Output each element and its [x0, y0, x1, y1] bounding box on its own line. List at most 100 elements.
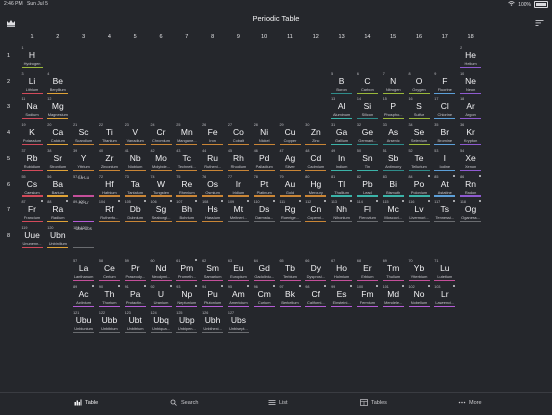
- element-cell[interactable]: 90 Th Thorium: [97, 284, 122, 308]
- element-cell[interactable]: 65 Tb Terbium: [278, 258, 303, 282]
- element-cell[interactable]: 41 Nb Niobium: [123, 148, 148, 172]
- element-cell[interactable]: 15 P Phospho...: [381, 96, 406, 120]
- tab-tables[interactable]: Tables: [360, 399, 387, 406]
- element-cell[interactable]: 101 Md Mendele...: [381, 284, 406, 308]
- element-cell[interactable]: 40 Zr Zirconium: [97, 148, 122, 172]
- tab-list[interactable]: List: [268, 399, 288, 406]
- element-cell[interactable]: 21 Sc Scandium: [71, 122, 96, 146]
- element-cell[interactable]: 88 Ra Radium: [45, 199, 70, 223]
- element-cell[interactable]: 8 O Oxygen: [407, 71, 432, 95]
- element-cell[interactable]: 93 Np Neptunium: [174, 284, 199, 308]
- element-cell[interactable]: 44 Ru Rutheni...: [200, 148, 225, 172]
- element-cell[interactable]: 120 Ubn Unbinilium: [45, 225, 70, 249]
- element-cell[interactable]: 10 Ne Neon: [458, 71, 483, 95]
- element-cell[interactable]: 35 Br Bromine: [432, 122, 457, 146]
- element-cell[interactable]: 59 Pr Praseody...: [123, 258, 148, 282]
- element-cell[interactable]: 64 Gd Gadoliniu...: [252, 258, 277, 282]
- element-cell[interactable]: 108 Hs Hassium: [200, 199, 225, 223]
- element-cell[interactable]: 68 Er Erbium: [355, 258, 380, 282]
- element-cell[interactable]: 111 Rg Roentge...: [278, 199, 303, 223]
- element-cell[interactable]: 109 Mt Meitneri...: [226, 199, 251, 223]
- element-cell[interactable]: 124 Ubq Unbiqua...: [149, 310, 174, 334]
- element-cell[interactable]: 89 Ac Actinium: [71, 284, 96, 308]
- element-cell[interactable]: 60 Nd Neodymi...: [149, 258, 174, 282]
- element-cell[interactable]: 110 Ds Darmsta...: [252, 199, 277, 223]
- element-cell[interactable]: 86 Rn Radon: [458, 174, 483, 198]
- element-cell[interactable]: 17 Cl Chlorine: [432, 96, 457, 120]
- element-cell[interactable]: 70 Yb Ytterbium: [407, 258, 432, 282]
- element-cell[interactable]: 51 Sb Antimony: [381, 148, 406, 172]
- element-cell[interactable]: 58 Ce Cerium: [97, 258, 122, 282]
- element-cell[interactable]: 78 Pt Platinum: [252, 174, 277, 198]
- element-cell[interactable]: 99 Es Einsteini...: [329, 284, 354, 308]
- element-cell[interactable]: 83 Bi Bismuth: [381, 174, 406, 198]
- tab-search[interactable]: Search: [170, 399, 198, 406]
- element-cell[interactable]: 79 Au Gold: [278, 174, 303, 198]
- element-cell[interactable]: 19 K Potassium: [20, 122, 45, 146]
- tab-table[interactable]: Table: [74, 399, 98, 406]
- element-cell[interactable]: 27 Co Cobalt: [226, 122, 251, 146]
- element-cell[interactable]: 9 F Fluorine: [432, 71, 457, 95]
- element-cell[interactable]: 61 Pm Prometh...: [174, 258, 199, 282]
- element-cell[interactable]: 73 Ta Tantalum: [123, 174, 148, 198]
- element-cell[interactable]: 121 Ubu Unbiunium: [71, 310, 96, 334]
- element-cell[interactable]: 30 Zn Zinc: [303, 122, 328, 146]
- element-cell[interactable]: 16 S Sulfur: [407, 96, 432, 120]
- element-cell[interactable]: 118 Og Oganess...: [458, 199, 483, 223]
- element-cell[interactable]: 18 Ar Argon: [458, 96, 483, 120]
- series-placeholder-cell[interactable]: 121-127 Ubu-Ubs: [71, 225, 96, 249]
- element-cell[interactable]: 113 Nh Nihonium: [329, 199, 354, 223]
- element-cell[interactable]: 54 Xe Xenon: [458, 148, 483, 172]
- element-cell[interactable]: 100 Fm Fermium: [355, 284, 380, 308]
- element-cell[interactable]: 23 V Vanadium: [123, 122, 148, 146]
- element-cell[interactable]: 106 Sg Seaborgi...: [149, 199, 174, 223]
- element-cell[interactable]: 6 C Carbon: [355, 71, 380, 95]
- element-cell[interactable]: 11 Na Sodium: [20, 96, 45, 120]
- element-cell[interactable]: 28 Ni Nickel: [252, 122, 277, 146]
- element-cell[interactable]: 46 Pd Palladium: [252, 148, 277, 172]
- element-cell[interactable]: 49 In Indium: [329, 148, 354, 172]
- series-placeholder-cell[interactable]: 89-103 Ac-Lr: [71, 199, 96, 223]
- element-cell[interactable]: 75 Re Rhenium: [174, 174, 199, 198]
- element-cell[interactable]: 92 U Uranium: [149, 284, 174, 308]
- element-cell[interactable]: 107 Bh Bohrium: [174, 199, 199, 223]
- element-cell[interactable]: 39 Y Yttrium: [71, 148, 96, 172]
- crown-icon[interactable]: [6, 14, 16, 27]
- element-cell[interactable]: 81 Tl Thallium: [329, 174, 354, 198]
- element-cell[interactable]: 94 Pu Plutonium: [200, 284, 225, 308]
- element-cell[interactable]: 97 Bk Berkelium: [278, 284, 303, 308]
- element-cell[interactable]: 29 Cu Copper: [278, 122, 303, 146]
- element-cell[interactable]: 3 Li Lithium: [20, 71, 45, 95]
- element-cell[interactable]: 2 He Helium: [458, 45, 483, 69]
- element-cell[interactable]: 50 Sn Tin: [355, 148, 380, 172]
- element-cell[interactable]: 48 Cd Cadmium: [303, 148, 328, 172]
- element-cell[interactable]: 98 Cf Californi...: [303, 284, 328, 308]
- element-cell[interactable]: 82 Pb Lead: [355, 174, 380, 198]
- series-placeholder-cell[interactable]: 57-71 La-Lu: [71, 174, 96, 198]
- element-cell[interactable]: 76 Os Osmium: [200, 174, 225, 198]
- element-cell[interactable]: 104 Rf Rutherfo...: [97, 199, 122, 223]
- element-cell[interactable]: 26 Fe Iron: [200, 122, 225, 146]
- element-cell[interactable]: 127 Ubs Unbisept...: [226, 310, 251, 334]
- element-cell[interactable]: 13 Al Aluminum: [329, 96, 354, 120]
- element-cell[interactable]: 56 Ba Barium: [45, 174, 70, 198]
- element-cell[interactable]: 91 Pa Protactin...: [123, 284, 148, 308]
- element-cell[interactable]: 115 Mc Moscovi...: [381, 199, 406, 223]
- element-cell[interactable]: 85 At Astatine: [432, 174, 457, 198]
- element-cell[interactable]: 20 Ca Calcium: [45, 122, 70, 146]
- element-cell[interactable]: 24 Cr Chromium: [149, 122, 174, 146]
- element-cell[interactable]: 1 H Hydrogen: [20, 45, 45, 69]
- element-cell[interactable]: 116 Lv Livermori...: [407, 199, 432, 223]
- element-cell[interactable]: 43 Tc Techneti...: [174, 148, 199, 172]
- element-cell[interactable]: 87 Fr Francium: [20, 199, 45, 223]
- element-cell[interactable]: 34 Se Selenium: [407, 122, 432, 146]
- element-cell[interactable]: 84 Po Polonium: [407, 174, 432, 198]
- element-cell[interactable]: 105 Db Dubnium: [123, 199, 148, 223]
- element-cell[interactable]: 31 Ga Gallium: [329, 122, 354, 146]
- element-cell[interactable]: 71 Lu Lutetium: [432, 258, 457, 282]
- element-cell[interactable]: 117 Ts Tennessi...: [432, 199, 457, 223]
- element-cell[interactable]: 47 Ag Silver: [278, 148, 303, 172]
- element-cell[interactable]: 103 Lr Lawrenci...: [432, 284, 457, 308]
- element-cell[interactable]: 12 Mg Magnesium: [45, 96, 70, 120]
- element-cell[interactable]: 5 B Boron: [329, 71, 354, 95]
